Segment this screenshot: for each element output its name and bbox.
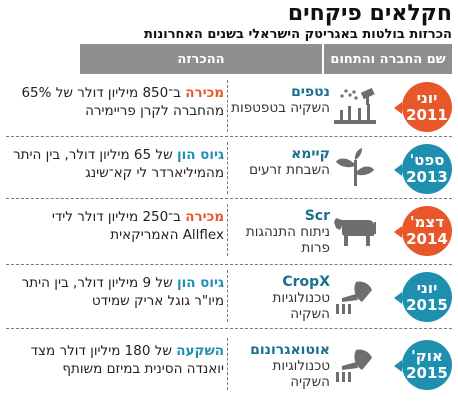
date-month: דצמ' (409, 213, 445, 231)
date-badge: דצמ' 2014 (402, 206, 452, 256)
declaration-tag: גיוס הון (176, 275, 224, 291)
table-header: שם החברה והתחום ההכרזה (80, 44, 452, 74)
declaration-tag: השקעה (176, 343, 224, 359)
date-badge: יוני 2015 (402, 272, 452, 322)
row-separator (6, 136, 452, 137)
page-subtitle: הכרזות בולטות באגריטק הישראלי בשנים האחר… (144, 27, 452, 42)
cow-icon (334, 218, 376, 246)
date-year: 2015 (406, 296, 448, 314)
declaration-text: של 180 מיליון דולר מצד יואנדה הסינית במי… (30, 343, 224, 377)
company-cell: CropX טכנולוגיות השקיה (230, 274, 330, 322)
date-month: אוק' (411, 347, 443, 365)
company-name: CropX (282, 274, 330, 290)
company-name: Scr (304, 208, 330, 224)
badge-arrow (394, 102, 402, 114)
row-separator (6, 328, 452, 329)
declaration-cell: השקעה של 180 מיליון דולר מצד יואנדה הסינ… (8, 342, 224, 378)
company-name: קיימא (291, 146, 330, 162)
watering-can-icon (336, 281, 372, 314)
badge-arrow (394, 360, 402, 372)
declaration-tag: מכירה (185, 209, 224, 225)
table-row: יוני 2011 נטפים השקיה בטפטפות מכירה ב־85… (0, 78, 458, 134)
table-row: יוני 2015 CropX טכנולוגיות השקיה גיוס הו… (0, 268, 458, 324)
company-field: טכנולוגיות השקיה (272, 358, 330, 390)
column-divider (227, 270, 228, 322)
date-month: יוני (416, 279, 438, 297)
table-row: דצמ' 2014 Scr ניתוח התנהגות פרות מכירה ב… (0, 202, 458, 258)
row-separator (6, 198, 452, 199)
company-name: אוטואגרונום (250, 342, 330, 358)
watering-can-icon (336, 349, 372, 382)
badge-arrow (394, 292, 402, 304)
declaration-tag: גיוס הון (176, 147, 224, 163)
declaration-cell: גיוס הון של 65 מיליון דולר, בין היתר מהמ… (8, 146, 224, 182)
date-badge: ספט' 2013 (402, 144, 452, 194)
declaration-cell: גיוס הון של 9 מיליון דולר, בין היתר מיו"… (8, 274, 224, 310)
date-year: 2013 (406, 168, 448, 186)
header-declaration: ההכרזה (80, 44, 322, 74)
declaration-text: של 65 מיליון דולר, בין היתר מהמיליארדר ל… (13, 147, 224, 181)
date-year: 2011 (406, 106, 448, 124)
declaration-text: של 9 מיליון דולר, בין היתר מיו"ר גוגל אר… (21, 275, 224, 309)
column-divider (227, 80, 228, 132)
declaration-text: ב־250 מיליון דולר לידי Allflex האמריקאית (51, 209, 224, 243)
declaration-text: ב־850 מיליון דולר של 65% מהחברה לקרן פרי… (21, 85, 224, 119)
date-badge: יוני 2011 (402, 82, 452, 132)
date-month: ספט' (409, 151, 445, 169)
table-row: ספט' 2013 קיימא השבחת זרעים גיוס הון של … (0, 140, 458, 196)
header-company: שם החברה והתחום (324, 44, 452, 74)
column-divider (227, 204, 228, 256)
declaration-cell: מכירה ב־250 מיליון דולר לידי Allflex האמ… (8, 208, 224, 244)
company-cell: Scr ניתוח התנהגות פרות (230, 208, 330, 256)
company-field: השקיה בטפטפות (231, 100, 330, 116)
company-field: ניתוח התנהגות פרות (245, 224, 330, 256)
company-cell: נטפים השקיה בטפטפות (230, 84, 330, 116)
page-title: חקלאים פיקחים (287, 1, 452, 26)
drip-irrigation-icon (334, 87, 376, 124)
company-cell: אוטואגרונום טכנולוגיות השקיה (230, 342, 330, 390)
declaration-tag: מכירה (185, 85, 224, 101)
column-divider (227, 338, 228, 390)
badge-arrow (394, 226, 402, 238)
date-year: 2015 (406, 364, 448, 382)
company-cell: קיימא השבחת זרעים (230, 146, 330, 178)
date-badge: אוק' 2015 (402, 340, 452, 390)
company-field: השבחת זרעים (249, 162, 330, 178)
seedling-icon (336, 148, 374, 186)
date-month: יוני (416, 89, 438, 107)
badge-arrow (394, 164, 402, 176)
column-divider (227, 142, 228, 194)
table-row: אוק' 2015 אוטואגרונום טכנולוגיות השקיה ה… (0, 336, 458, 392)
date-year: 2014 (406, 230, 448, 248)
company-name: נטפים (291, 84, 330, 100)
declaration-cell: מכירה ב־850 מיליון דולר של 65% מהחברה לק… (8, 84, 224, 120)
company-field: טכנולוגיות השקיה (272, 290, 330, 322)
row-separator (6, 264, 452, 265)
